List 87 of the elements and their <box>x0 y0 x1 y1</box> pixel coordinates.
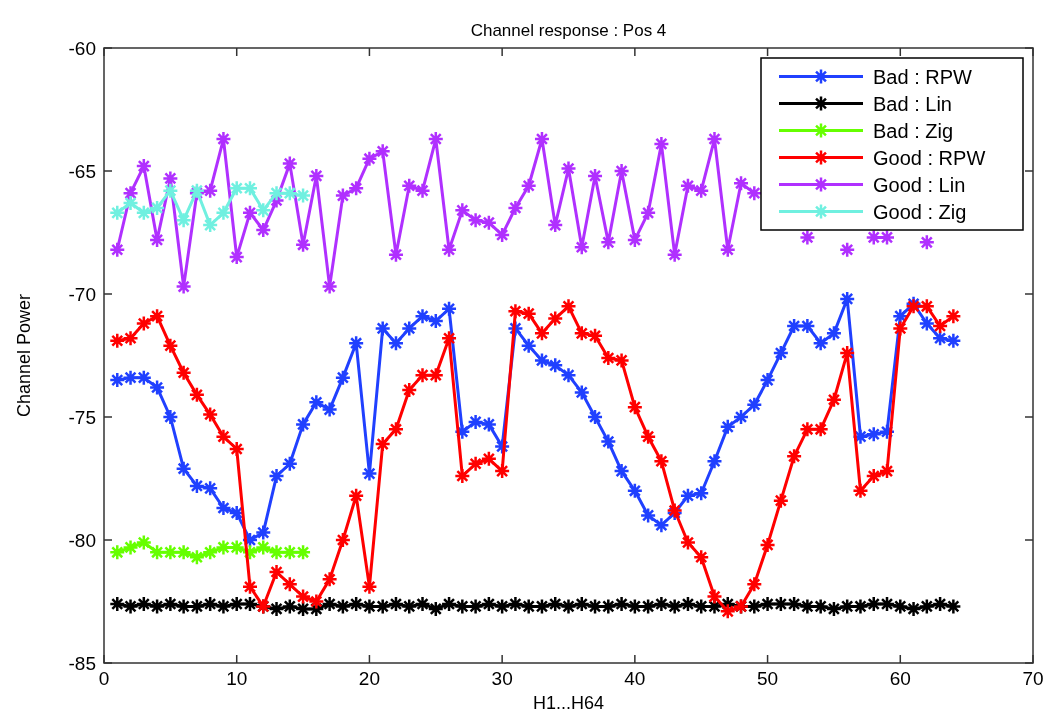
point <box>175 544 192 561</box>
point <box>162 170 179 187</box>
point <box>493 226 511 244</box>
x-tick-label: 70 <box>1022 668 1044 689</box>
point <box>838 241 856 258</box>
point <box>480 214 498 231</box>
point <box>241 204 259 222</box>
point <box>414 182 431 199</box>
point <box>122 194 139 212</box>
x-tick-label: 50 <box>757 668 779 689</box>
point <box>321 278 338 295</box>
point <box>467 211 484 229</box>
point <box>294 544 312 561</box>
x-axis-title: H1...H64 <box>532 693 605 713</box>
legend-label: Bad : RPW <box>873 65 973 88</box>
y-tick-label: -85 <box>68 652 96 674</box>
x-tick-label: 40 <box>624 668 646 689</box>
point <box>281 184 299 202</box>
point <box>639 204 657 222</box>
x-tick-label: 30 <box>491 668 513 689</box>
point <box>148 544 166 561</box>
point <box>215 539 232 556</box>
point <box>135 157 153 175</box>
point <box>175 278 192 295</box>
point <box>294 187 312 204</box>
point <box>215 204 232 222</box>
point <box>109 544 126 561</box>
point <box>387 246 405 263</box>
point <box>799 229 816 246</box>
y-tick-label: -65 <box>68 160 96 182</box>
x-tick-label: 0 <box>98 668 110 689</box>
legend-label: Bad : Lin <box>873 92 952 115</box>
point <box>241 179 259 197</box>
point <box>334 187 352 204</box>
point <box>507 199 524 217</box>
point <box>148 199 166 217</box>
point <box>626 231 644 249</box>
point <box>162 544 179 561</box>
point <box>560 160 577 177</box>
point <box>573 239 591 256</box>
point <box>600 234 617 251</box>
point <box>135 204 153 222</box>
x-tick-label: 20 <box>358 668 380 689</box>
point <box>255 202 272 219</box>
point <box>454 202 471 219</box>
point <box>692 182 710 199</box>
point <box>281 155 299 172</box>
y-tick-label: -75 <box>68 406 96 428</box>
point <box>268 184 285 202</box>
point <box>520 177 537 195</box>
point <box>255 539 272 556</box>
point <box>666 246 683 263</box>
point <box>361 150 378 167</box>
point <box>255 221 272 239</box>
point <box>135 534 153 551</box>
point <box>228 179 245 197</box>
y-tick-label: -80 <box>68 529 96 551</box>
point <box>347 179 365 197</box>
y-tick-label: -70 <box>68 283 96 305</box>
y-axis-title: Channel Power <box>14 293 34 418</box>
chart-title: Channel response : Pos 4 <box>470 21 667 40</box>
point <box>201 544 219 561</box>
point <box>122 539 139 556</box>
legend-label: Good : Zig <box>873 200 967 223</box>
point <box>374 143 391 160</box>
x-tick-label: 10 <box>226 668 248 689</box>
point <box>109 241 126 258</box>
point <box>175 211 192 229</box>
point <box>281 544 299 561</box>
y-tick-label: -60 <box>68 37 96 59</box>
point <box>162 182 179 199</box>
legend-label: Good : RPW <box>873 146 986 169</box>
point <box>268 544 285 561</box>
legend-label: Good : Lin <box>873 173 966 196</box>
x-tick-label: 60 <box>889 668 911 689</box>
point <box>440 241 458 258</box>
point <box>918 234 936 251</box>
point <box>400 177 418 195</box>
point <box>188 548 206 566</box>
point <box>746 184 763 202</box>
legend-label: Bad : Zig <box>873 119 954 142</box>
point <box>865 229 882 246</box>
point <box>109 204 126 222</box>
point <box>732 175 750 192</box>
point <box>201 182 219 199</box>
point <box>201 216 219 234</box>
point <box>679 177 697 195</box>
